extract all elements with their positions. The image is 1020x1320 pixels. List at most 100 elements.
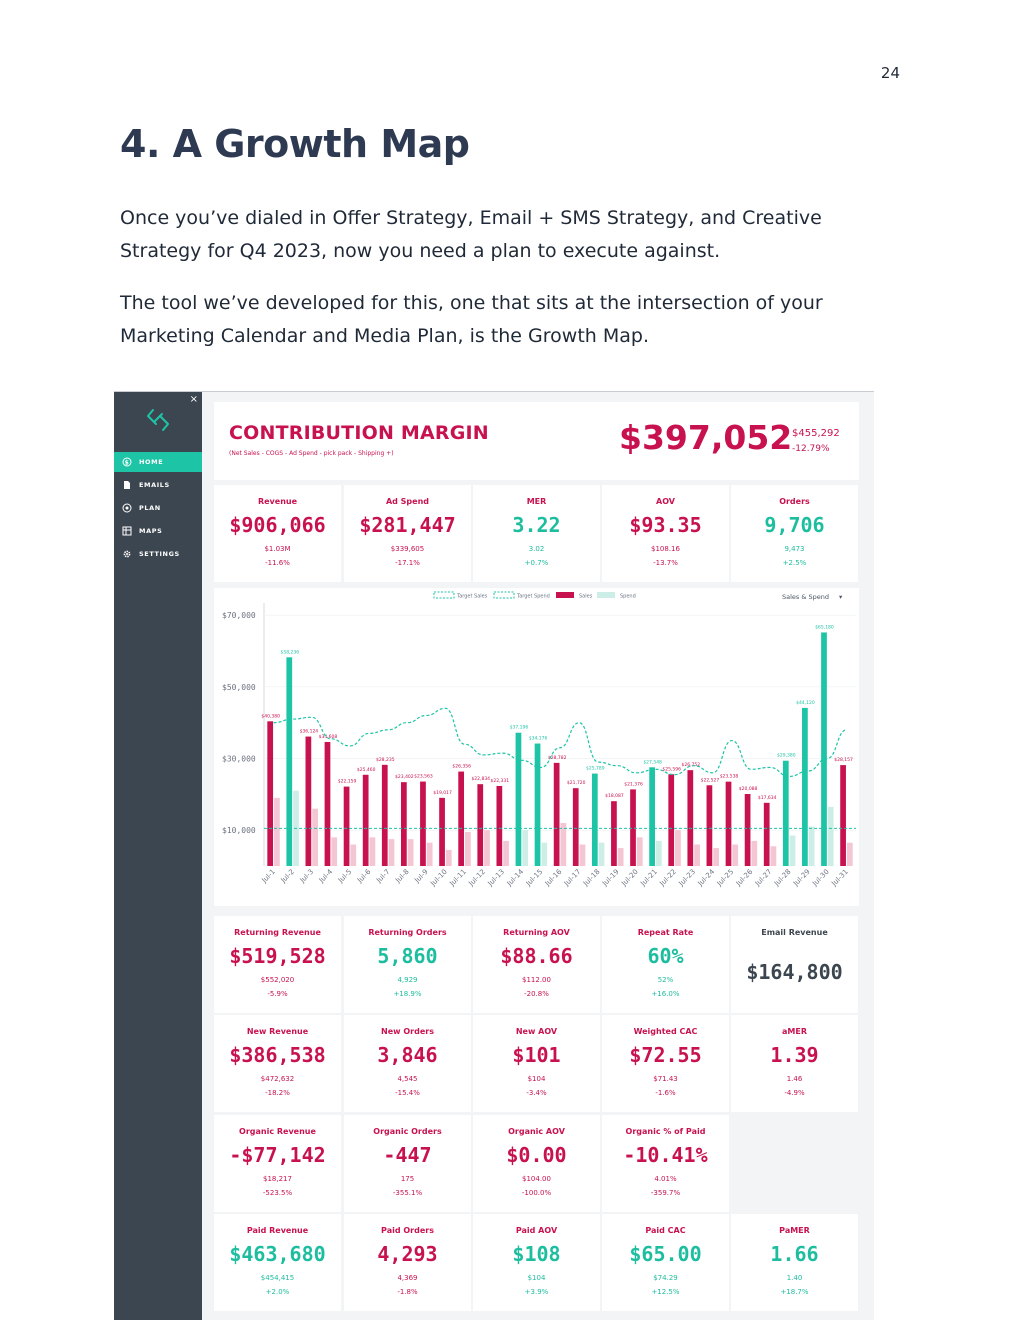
x-tick-label: Jul-2 [279,868,296,885]
x-tick-label: Jul-27 [753,868,773,888]
bar-data-label: $34,608 [319,734,338,740]
metric-delta: -355.1% [392,1189,423,1197]
metric-value: $463,680 [229,1242,326,1266]
metric-label: Paid Orders [381,1226,434,1235]
bar-data-label: $19,017 [433,790,452,796]
sales-bar [802,707,808,866]
sidebar-item-label: EMAILS [139,481,170,489]
sales-bar [362,774,369,866]
bar-data-label: $25,460 [357,767,376,773]
sidebar-item-settings[interactable]: SETTINGS [114,544,202,564]
metric-previous: 9,473 [784,545,805,553]
spend-bar [732,844,739,866]
contribution-margin-value: $397,052 [619,418,793,457]
home-icon: $ [122,457,132,467]
spend-bar [541,842,548,866]
sales-bar [534,743,541,866]
metric-previous: $339,605 [390,545,425,553]
x-tick-label: Jul-1 [260,868,277,885]
chevron-down-icon[interactable]: ▾ [839,593,843,601]
metric-delta: -4.9% [784,1089,805,1097]
sales-bar [572,788,579,866]
legend-label: Target Sales [456,594,488,600]
metric-label: Revenue [257,497,298,506]
contribution-margin-title: CONTRIBUTION MARGIN [229,422,489,444]
metric-previous: $552,020 [260,976,295,984]
contribution-margin-card: CONTRIBUTION MARGIN (Net Sales - COGS - … [214,402,859,480]
metric-value: $108 [512,1242,561,1266]
metric-previous: 1.46 [786,1075,803,1083]
sidebar-item-emails[interactable]: EMAILS [114,475,202,495]
bar-data-label: $37,196 [510,725,529,731]
sidebar-item-label: PLAN [139,504,161,512]
x-tick-label: Jul-29 [791,868,811,888]
spend-bar [789,835,796,866]
sales-bar [782,760,789,866]
metric-card: aMER 1.39 1.46 -4.9% [731,1015,858,1112]
metric-previous: $18,217 [263,1175,292,1183]
sales-bar [381,764,388,866]
sales-bar [687,770,694,866]
spend-bar [426,842,433,866]
metric-card: Email Revenue $164,800 [731,916,858,1013]
metric-card: Revenue $906,066 $1.03M -11.6% [214,485,341,582]
x-tick-label: Jul-25 [715,868,735,888]
bar-data-label: $22,527 [701,777,720,783]
metric-label: Organic AOV [508,1127,565,1136]
y-tick-label: $50,000 [222,683,256,692]
metric-delta: -1.8% [397,1288,418,1296]
sales-bar [553,762,560,866]
metric-delta: -17.1% [395,559,420,567]
metric-value: $72.55 [629,1043,702,1067]
metric-value: $519,528 [229,944,326,968]
bar-data-label: $65,180 [815,624,834,630]
metric-card: MER 3.22 3.02 +0.7% [473,485,600,582]
spend-bar [770,846,777,866]
metric-previous: $104 [527,1274,546,1282]
bar-data-label: $22,331 [491,778,510,784]
spend-bar [465,831,471,866]
chart-series-dropdown[interactable]: Sales & Spend [782,593,829,601]
metric-delta: -523.5% [262,1189,293,1197]
sales-bar [267,721,274,866]
bar-data-label: $26,356 [452,764,471,770]
metric-label: Returning Orders [368,928,447,937]
sidebar-item-home[interactable]: $ HOME [114,452,202,472]
spend-bar [445,849,452,866]
metric-delta: +18.7% [780,1288,809,1296]
metric-delta: +18.9% [393,990,422,998]
metric-previous: 4,929 [397,976,418,984]
metric-previous: 4,545 [397,1075,418,1083]
sales-bar [591,773,598,866]
sales-bar [840,765,846,866]
x-tick-label: Jul-15 [524,868,544,888]
sales-bar [324,741,331,866]
bar-data-label: $23,538 [720,774,739,780]
sidebar-item-maps[interactable]: MAPS [114,521,202,541]
target-icon [122,503,132,513]
bar-data-label: $23,563 [414,774,433,780]
metric-label: aMER [782,1027,807,1036]
metric-value: $281,447 [359,513,456,537]
metric-previous: $71.43 [653,1075,678,1083]
metric-value: 9,706 [764,513,825,537]
metric-label: Paid Revenue [246,1226,309,1235]
close-icon[interactable]: × [189,394,198,405]
sales-bar [439,797,445,866]
metric-previous: $112.00 [522,976,551,984]
dashboard-screenshot: × $ HOME EMAILS PLAN MAPS [114,391,874,1320]
metric-label: Paid AOV [515,1226,558,1235]
sales-bar [305,736,312,866]
sales-bar [611,801,617,866]
spend-bar [407,839,414,866]
metric-card: New AOV $101 $104 -3.4% [473,1015,600,1112]
metric-card: AOV $93.35 $108.16 -13.7% [602,485,729,582]
metric-card: Organic Revenue -$77,142 $18,217 -523.5% [214,1115,341,1212]
metric-card: Organic Orders -447 175 -355.1% [344,1115,471,1212]
sidebar-item-label: MAPS [139,527,163,535]
bar-data-label: $21,720 [567,780,586,786]
metric-card: Ad Spend $281,447 $339,605 -17.1% [344,485,471,582]
bar-data-label: $27,548 [643,759,662,765]
sidebar-item-plan[interactable]: PLAN [114,498,202,518]
x-tick-label: Jul-16 [543,867,564,888]
